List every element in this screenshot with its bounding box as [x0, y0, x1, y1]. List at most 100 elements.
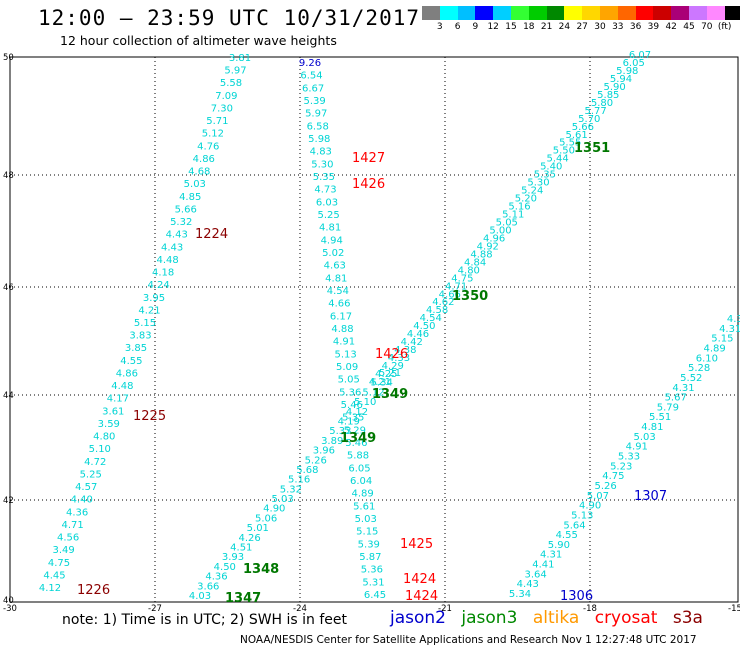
wave-height-value: 4.86 [116, 369, 138, 380]
wave-height-value: 6.17 [330, 311, 352, 322]
wave-height-value: 4.89 [351, 489, 373, 500]
pass-time-label: 1424 [403, 572, 436, 587]
wave-height-value: 5.85 [597, 90, 619, 101]
color-swatch [528, 6, 547, 20]
wave-height-value: 5.05 [338, 375, 360, 386]
wave-height-value: 3.83 [129, 331, 151, 342]
wave-height-value: 4.91 [626, 442, 648, 453]
wave-height-value: 4.92 [477, 241, 499, 252]
wave-height-value: 5.31 [362, 577, 384, 588]
wave-height-value: 5.51 [649, 412, 671, 423]
wave-height-value: 3.85 [125, 343, 147, 354]
wave-height-value: 4.55 [556, 530, 578, 541]
wave-height-value: 4.45 [43, 570, 65, 581]
lon-tick-label: -21 [438, 604, 452, 614]
pass-time-label: 1347 [225, 591, 261, 606]
wave-height-value: 5.80 [591, 98, 613, 109]
wave-height-value: 5.13 [334, 349, 356, 360]
color-scale-label: 30 [594, 22, 606, 32]
wave-height-value: 5.28 [688, 363, 710, 374]
legend-cryosat: cryosat [594, 608, 658, 628]
color-scale-labels: 3 6 9 12 15 18 21 24 27 30 33 36 39 42 45 70 (ft) [422, 22, 740, 34]
wave-height-value: 5.11 [502, 210, 524, 221]
wave-height-value: 5.68 [296, 465, 318, 476]
wave-height-value: 4.48 [111, 381, 133, 392]
lon-tick-label: -30 [3, 604, 17, 614]
wave-height-value: 3.61 [102, 406, 124, 417]
wave-height-value: 4.80 [93, 432, 115, 443]
wave-height-value: 4.26 [238, 533, 260, 544]
wave-height-value: 4.57 [75, 482, 97, 493]
pass-time-label: 1307 [634, 489, 667, 504]
pass-time-label: 1348 [243, 562, 279, 577]
legend-s3a: s3a [672, 608, 703, 628]
wave-height-value: 4.56 [57, 533, 79, 544]
wave-height-value: 3.59 [98, 419, 120, 430]
wave-height-value: 4.63 [324, 261, 346, 272]
wave-height-value: 5.15 [134, 318, 156, 329]
color-swatch [422, 6, 440, 20]
wave-height-value: 5.20 [515, 194, 537, 205]
lat-tick-label: 50 [3, 53, 14, 63]
wave-height-value: 9.26 [299, 58, 321, 69]
wave-height-value: 5.64 [563, 520, 585, 531]
wave-height-value: 4.81 [319, 223, 341, 234]
wave-height-value: 3.93 [222, 552, 244, 563]
wave-height-value: 5.39 [303, 96, 325, 107]
color-swatch [724, 6, 740, 20]
wave-height-value: 4.25 [375, 369, 397, 380]
wave-height-value: 4.83 [310, 147, 332, 158]
wave-height-value: 5.01 [247, 523, 269, 534]
wave-height-value: 5.16 [288, 475, 310, 486]
wave-height-value: 5.97 [224, 66, 246, 77]
wave-height-value: 5.35 [313, 172, 335, 183]
wave-height-value: 4.17 [107, 394, 129, 405]
color-swatch [599, 6, 618, 20]
lat-tick-label: 44 [3, 391, 14, 401]
lat-tick-label: 42 [3, 496, 14, 506]
wave-height-value: 4.94 [321, 235, 343, 246]
wave-height-value: 4.85 [179, 192, 201, 203]
wave-height-value: 4.43 [161, 242, 183, 253]
lon-tick-label: -18 [583, 604, 597, 614]
wave-height-value: 4.62 [432, 297, 454, 308]
wave-height-value: 5.87 [359, 552, 381, 563]
wave-height-value: 5.05 [496, 218, 518, 229]
wave-height-value: 4.73 [314, 185, 336, 196]
wave-height-value: 5.15 [356, 527, 378, 538]
wave-height-value: 4.81 [641, 422, 663, 433]
wave-height-value: 5.33 [618, 452, 640, 463]
pass-time-label: 1424 [405, 589, 438, 604]
wave-height-value: 5.23 [610, 461, 632, 472]
wave-height-value: 4.58 [426, 305, 448, 316]
wave-height-value: 5.03 [355, 514, 377, 525]
credit-line: NOAA/NESDIS Center for Satellite Applica… [240, 634, 697, 646]
wave-height-value: 7.30 [211, 104, 233, 115]
wave-height-value: 4.90 [263, 504, 285, 515]
wave-height-value: 5.94 [610, 74, 632, 85]
wave-height-value: 5.40 [540, 162, 562, 173]
wave-height-value: 5.55 [559, 138, 581, 149]
wave-height-value: 4.89 [703, 344, 725, 355]
wave-height-value: 3.89 [321, 436, 343, 447]
wave-height-value: 6.10 [696, 353, 718, 364]
wave-height-value: 4.21 [138, 305, 160, 316]
wave-height-value: 5.39 [358, 539, 380, 550]
wave-height-value: 5.36 [339, 387, 361, 398]
pass-time-label: 1349 [340, 431, 376, 446]
lat-tick-label: 46 [3, 283, 14, 293]
wave-height-value: 5.30 [311, 159, 333, 170]
wave-height-value: 4.19 [338, 417, 360, 428]
wave-height-value: 5.10 [354, 397, 376, 408]
wave-height-value: 6.54 [300, 71, 322, 82]
color-swatch [582, 6, 600, 20]
legend-jason3: jason3 [461, 608, 518, 628]
satellite-legend: jason2 jason3 altika cryosat s3a [390, 608, 713, 628]
wave-height-value: 3.64 [524, 569, 546, 580]
wave-height-value: 4.40 [71, 495, 93, 506]
wave-height-value: 4.24 [147, 280, 169, 291]
wave-height-value: 4.33 [388, 353, 410, 364]
wave-height-value: 5.26 [305, 455, 327, 466]
wave-height-value: 5.15 [711, 334, 733, 345]
